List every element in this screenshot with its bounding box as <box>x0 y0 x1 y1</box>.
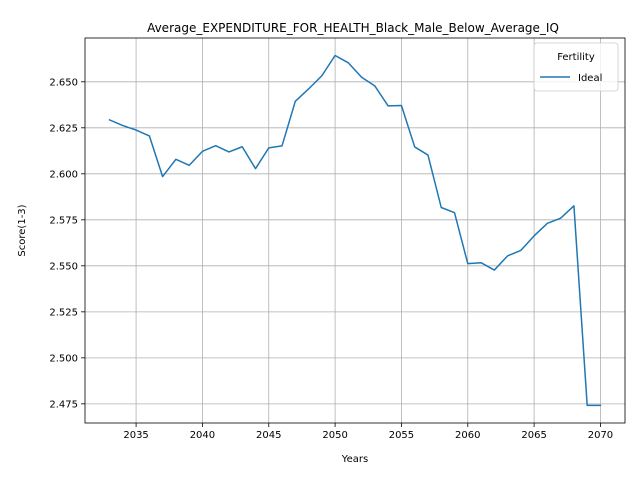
chart-title: Average_EXPENDITURE_FOR_HEALTH_Black_Mal… <box>147 21 559 35</box>
y-tick-label: 2.650 <box>49 77 78 88</box>
x-tick-label: 2055 <box>389 430 414 441</box>
series-lines <box>108 54 602 407</box>
legend-entry-ideal: Ideal <box>578 73 602 84</box>
x-axis-label: Years <box>341 454 368 465</box>
x-axis: 2035 2040 2045 2050 2055 2060 2065 2070 <box>123 423 613 441</box>
series-line-ideal <box>108 54 602 407</box>
y-tick-label: 2.475 <box>49 399 78 410</box>
x-tick-label: 2035 <box>123 430 148 441</box>
x-tick-label: 2065 <box>521 430 546 441</box>
x-tick-label: 2050 <box>322 430 347 441</box>
y-tick-label: 2.550 <box>49 261 78 272</box>
grid <box>85 38 625 423</box>
x-tick-label: 2070 <box>588 430 613 441</box>
x-tick-label: 2060 <box>455 430 480 441</box>
y-tick-label: 2.575 <box>49 215 78 226</box>
y-axis-label: Score(1-3) <box>17 204 28 256</box>
y-tick-label: 2.500 <box>49 353 78 364</box>
y-tick-label: 2.525 <box>49 307 78 318</box>
legend-box <box>533 42 619 92</box>
x-tick-label: 2040 <box>190 430 215 441</box>
y-tick-label: 2.625 <box>49 123 78 134</box>
legend: Fertility Ideal <box>533 42 619 92</box>
plot-frame <box>84 37 626 424</box>
y-tick-label: 2.600 <box>49 169 78 180</box>
legend-title: Fertility <box>557 52 595 63</box>
x-tick-label: 2045 <box>256 430 281 441</box>
y-axis: 2.475 2.500 2.525 2.550 2.575 2.600 2.625 2.650 <box>49 77 85 410</box>
